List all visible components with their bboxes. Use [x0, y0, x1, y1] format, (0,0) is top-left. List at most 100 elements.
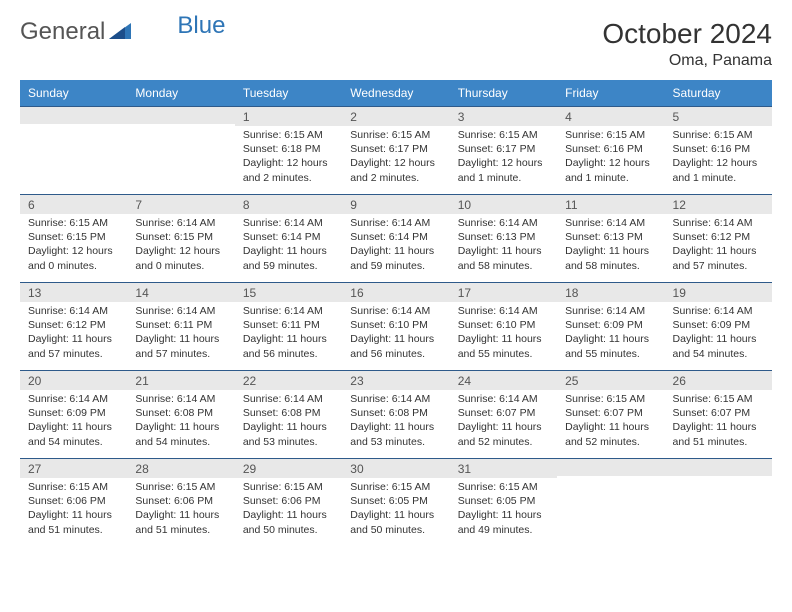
- calendar-table: SundayMondayTuesdayWednesdayThursdayFrid…: [20, 80, 772, 546]
- day-body: Sunrise: 6:14 AMSunset: 6:08 PMDaylight:…: [127, 390, 234, 453]
- day-body: Sunrise: 6:15 AMSunset: 6:05 PMDaylight:…: [450, 478, 557, 541]
- daylight-text: Daylight: 11 hours and 57 minutes.: [673, 244, 764, 272]
- sunrise-text: Sunrise: 6:14 AM: [28, 304, 119, 318]
- calendar-cell: 27Sunrise: 6:15 AMSunset: 6:06 PMDayligh…: [20, 458, 127, 546]
- day-body: [557, 476, 664, 482]
- sunrise-text: Sunrise: 6:14 AM: [350, 216, 441, 230]
- day-body: Sunrise: 6:15 AMSunset: 6:07 PMDaylight:…: [557, 390, 664, 453]
- sunset-text: Sunset: 6:18 PM: [243, 142, 334, 156]
- day-number: 23: [342, 370, 449, 390]
- calendar-row: 6Sunrise: 6:15 AMSunset: 6:15 PMDaylight…: [20, 194, 772, 282]
- daylight-text: Daylight: 12 hours and 0 minutes.: [135, 244, 226, 272]
- calendar-row: 27Sunrise: 6:15 AMSunset: 6:06 PMDayligh…: [20, 458, 772, 546]
- sunset-text: Sunset: 6:07 PM: [565, 406, 656, 420]
- daylight-text: Daylight: 11 hours and 56 minutes.: [350, 332, 441, 360]
- sunset-text: Sunset: 6:08 PM: [135, 406, 226, 420]
- day-body: Sunrise: 6:15 AMSunset: 6:16 PMDaylight:…: [557, 126, 664, 189]
- sunrise-text: Sunrise: 6:14 AM: [350, 392, 441, 406]
- sunset-text: Sunset: 6:15 PM: [28, 230, 119, 244]
- daylight-text: Daylight: 11 hours and 59 minutes.: [350, 244, 441, 272]
- day-number: 15: [235, 282, 342, 302]
- calendar-cell: 28Sunrise: 6:15 AMSunset: 6:06 PMDayligh…: [127, 458, 234, 546]
- weekday-header: Wednesday: [342, 80, 449, 106]
- calendar-cell: 26Sunrise: 6:15 AMSunset: 6:07 PMDayligh…: [665, 370, 772, 458]
- calendar-body: 1Sunrise: 6:15 AMSunset: 6:18 PMDaylight…: [20, 106, 772, 546]
- sunrise-text: Sunrise: 6:14 AM: [28, 392, 119, 406]
- day-body: Sunrise: 6:14 AMSunset: 6:09 PMDaylight:…: [557, 302, 664, 365]
- day-number: 10: [450, 194, 557, 214]
- day-number: 6: [20, 194, 127, 214]
- day-body: Sunrise: 6:14 AMSunset: 6:11 PMDaylight:…: [235, 302, 342, 365]
- logo-text-blue: Blue: [177, 12, 225, 40]
- day-body: Sunrise: 6:14 AMSunset: 6:11 PMDaylight:…: [127, 302, 234, 365]
- sunrise-text: Sunrise: 6:14 AM: [565, 304, 656, 318]
- sunrise-text: Sunrise: 6:14 AM: [458, 216, 549, 230]
- sunrise-text: Sunrise: 6:15 AM: [28, 480, 119, 494]
- day-number: 2: [342, 106, 449, 126]
- sunrise-text: Sunrise: 6:14 AM: [350, 304, 441, 318]
- calendar-cell: 9Sunrise: 6:14 AMSunset: 6:14 PMDaylight…: [342, 194, 449, 282]
- sunset-text: Sunset: 6:17 PM: [350, 142, 441, 156]
- sunrise-text: Sunrise: 6:15 AM: [458, 128, 549, 142]
- day-body: [20, 124, 127, 130]
- day-body: [127, 124, 234, 130]
- sunrise-text: Sunrise: 6:15 AM: [565, 392, 656, 406]
- daylight-text: Daylight: 11 hours and 53 minutes.: [350, 420, 441, 448]
- day-number: 3: [450, 106, 557, 126]
- day-number: 17: [450, 282, 557, 302]
- daylight-text: Daylight: 11 hours and 58 minutes.: [565, 244, 656, 272]
- day-number: [557, 458, 664, 476]
- day-number: 7: [127, 194, 234, 214]
- daylight-text: Daylight: 11 hours and 57 minutes.: [28, 332, 119, 360]
- day-body: Sunrise: 6:14 AMSunset: 6:09 PMDaylight:…: [665, 302, 772, 365]
- sunset-text: Sunset: 6:17 PM: [458, 142, 549, 156]
- logo: General Blue: [20, 18, 225, 46]
- daylight-text: Daylight: 11 hours and 55 minutes.: [565, 332, 656, 360]
- day-number: 29: [235, 458, 342, 478]
- day-number: 18: [557, 282, 664, 302]
- day-body: Sunrise: 6:14 AMSunset: 6:12 PMDaylight:…: [20, 302, 127, 365]
- daylight-text: Daylight: 11 hours and 54 minutes.: [135, 420, 226, 448]
- calendar-cell: 10Sunrise: 6:14 AMSunset: 6:13 PMDayligh…: [450, 194, 557, 282]
- day-number: 22: [235, 370, 342, 390]
- daylight-text: Daylight: 11 hours and 55 minutes.: [458, 332, 549, 360]
- day-number: [665, 458, 772, 476]
- calendar-cell: 29Sunrise: 6:15 AMSunset: 6:06 PMDayligh…: [235, 458, 342, 546]
- daylight-text: Daylight: 11 hours and 52 minutes.: [565, 420, 656, 448]
- calendar-row: 20Sunrise: 6:14 AMSunset: 6:09 PMDayligh…: [20, 370, 772, 458]
- calendar-cell: 11Sunrise: 6:14 AMSunset: 6:13 PMDayligh…: [557, 194, 664, 282]
- calendar-cell: 18Sunrise: 6:14 AMSunset: 6:09 PMDayligh…: [557, 282, 664, 370]
- logo-text-general: General: [20, 18, 105, 46]
- sunset-text: Sunset: 6:08 PM: [350, 406, 441, 420]
- month-title: October 2024: [602, 18, 772, 50]
- sunset-text: Sunset: 6:06 PM: [28, 494, 119, 508]
- calendar-cell: 6Sunrise: 6:15 AMSunset: 6:15 PMDaylight…: [20, 194, 127, 282]
- sunrise-text: Sunrise: 6:14 AM: [243, 216, 334, 230]
- daylight-text: Daylight: 11 hours and 51 minutes.: [673, 420, 764, 448]
- day-body: Sunrise: 6:15 AMSunset: 6:15 PMDaylight:…: [20, 214, 127, 277]
- calendar-row: 13Sunrise: 6:14 AMSunset: 6:12 PMDayligh…: [20, 282, 772, 370]
- calendar-cell: 30Sunrise: 6:15 AMSunset: 6:05 PMDayligh…: [342, 458, 449, 546]
- sunrise-text: Sunrise: 6:15 AM: [565, 128, 656, 142]
- day-body: Sunrise: 6:14 AMSunset: 6:15 PMDaylight:…: [127, 214, 234, 277]
- header: General Blue October 2024 Oma, Panama: [20, 18, 772, 70]
- calendar-cell: 12Sunrise: 6:14 AMSunset: 6:12 PMDayligh…: [665, 194, 772, 282]
- calendar-cell: [127, 106, 234, 194]
- sunrise-text: Sunrise: 6:15 AM: [458, 480, 549, 494]
- sunrise-text: Sunrise: 6:14 AM: [135, 392, 226, 406]
- day-body: Sunrise: 6:15 AMSunset: 6:16 PMDaylight:…: [665, 126, 772, 189]
- day-number: 16: [342, 282, 449, 302]
- daylight-text: Daylight: 11 hours and 54 minutes.: [673, 332, 764, 360]
- sunset-text: Sunset: 6:09 PM: [565, 318, 656, 332]
- day-body: Sunrise: 6:14 AMSunset: 6:12 PMDaylight:…: [665, 214, 772, 277]
- day-number: 21: [127, 370, 234, 390]
- daylight-text: Daylight: 12 hours and 1 minute.: [458, 156, 549, 184]
- calendar-cell: 15Sunrise: 6:14 AMSunset: 6:11 PMDayligh…: [235, 282, 342, 370]
- day-number: 27: [20, 458, 127, 478]
- calendar-row: 1Sunrise: 6:15 AMSunset: 6:18 PMDaylight…: [20, 106, 772, 194]
- weekday-header: Sunday: [20, 80, 127, 106]
- sunset-text: Sunset: 6:07 PM: [458, 406, 549, 420]
- sunset-text: Sunset: 6:10 PM: [458, 318, 549, 332]
- sunset-text: Sunset: 6:13 PM: [565, 230, 656, 244]
- daylight-text: Daylight: 11 hours and 54 minutes.: [28, 420, 119, 448]
